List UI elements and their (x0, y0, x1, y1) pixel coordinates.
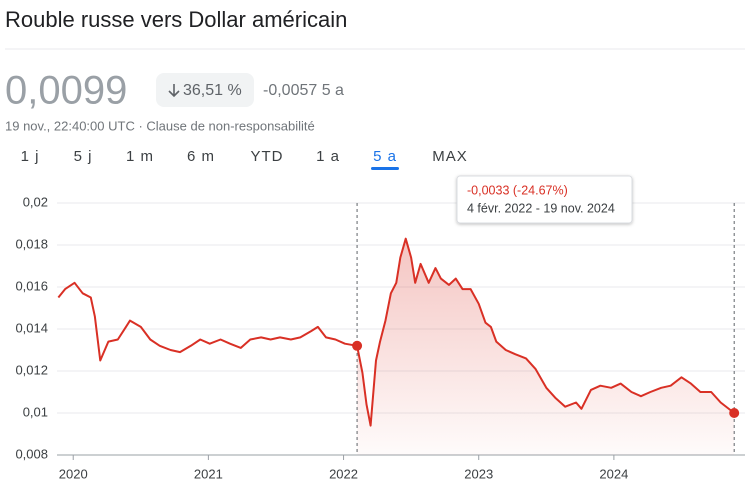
range-tab[interactable]: 1 j (21, 148, 40, 165)
title: Rouble russe vers Dollar américain (5, 7, 347, 32)
range-tab[interactable]: 5 j (74, 148, 93, 165)
change-badge (156, 73, 254, 107)
range-tabs: 1 j 5 j 1 m 6 m YTD 1 a 5 a MAX (21, 148, 468, 170)
range-tab[interactable]: 1 a (316, 148, 340, 165)
active-tab-underline (371, 167, 399, 170)
timestamp: 19 nov., 22:40:00 UTC · Clause de non-re… (5, 118, 315, 133)
y-tick-label: 0,018 (15, 236, 48, 251)
tooltip-box (456, 175, 633, 224)
y-tick-label: 0,012 (15, 362, 48, 377)
tooltip-change: -0,0033 (-24.67%) (467, 183, 568, 197)
chart: 0,008 0,01 0,012 0,014 0,016 0,018 0,02 2020 202… (15, 175, 745, 481)
y-tick-label: 0,02 (23, 194, 48, 209)
range-tab[interactable]: MAX (432, 148, 468, 165)
price: 0,0099 (5, 69, 127, 113)
x-tick-label: 2020 (59, 466, 88, 481)
range-marker-dot (729, 408, 740, 418)
range-tab[interactable]: 5 a (373, 148, 397, 165)
down-arrow (168, 84, 180, 98)
range-tab[interactable]: YTD (251, 148, 284, 165)
price-line (57, 237, 735, 427)
y-tick-label: 0,014 (15, 320, 48, 335)
x-tick-label: 2024 (599, 466, 628, 481)
x-tick-label: 2021 (194, 466, 223, 481)
y-tick-label: 0,008 (15, 446, 48, 461)
highlight-area (357, 238, 735, 455)
range-marker-dot (352, 340, 363, 351)
change-abs: -0,0057 5 a (263, 82, 344, 99)
change-pct: 36,51 % (183, 82, 242, 99)
y-tick-label: 0,01 (23, 404, 48, 419)
range-tab[interactable]: 6 m (187, 148, 215, 165)
x-tick-label: 2023 (464, 466, 493, 481)
y-tick-label: 0,016 (15, 278, 48, 293)
x-tick-label: 2022 (329, 466, 358, 481)
tooltip-range: 4 févr. 2022 - 19 nov. 2024 (467, 201, 615, 215)
range-tab[interactable]: 1 m (126, 148, 154, 165)
